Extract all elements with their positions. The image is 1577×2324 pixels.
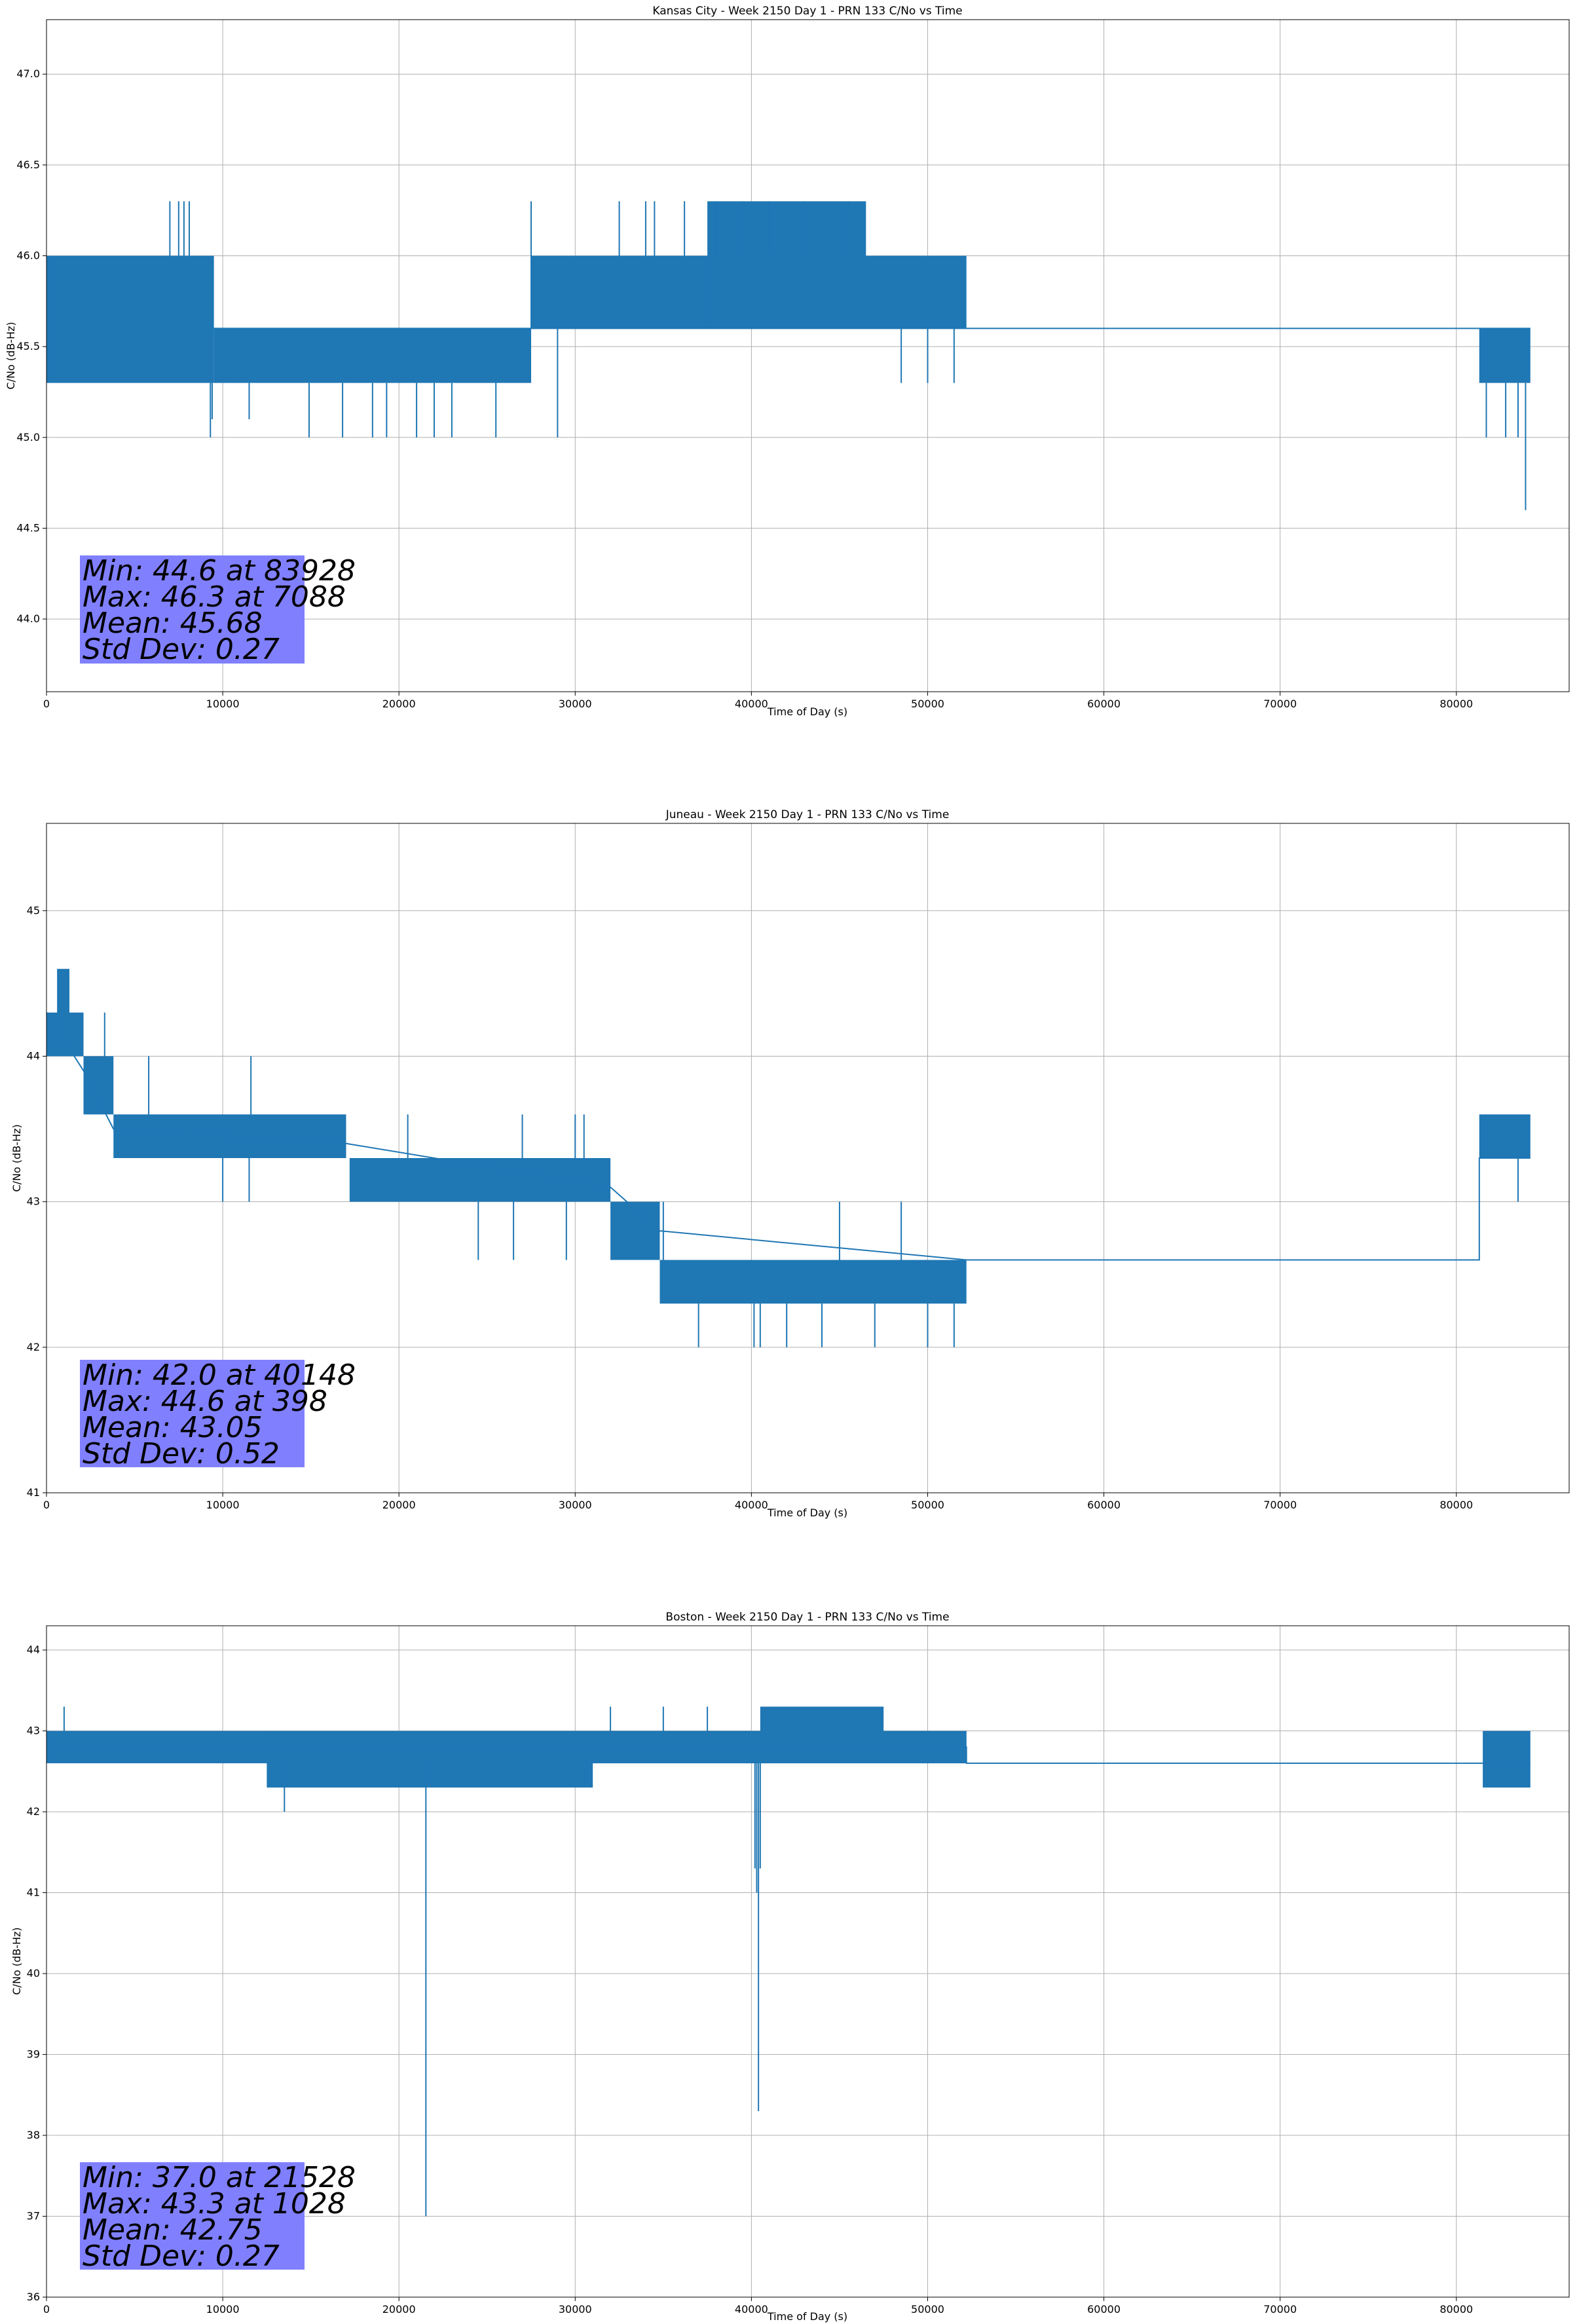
- stats-box: Min: 44.6 at 83928 Max: 46.3 at 7088 Mea…: [80, 554, 356, 666]
- y-tick-label: 45: [27, 904, 40, 916]
- stats-box-background: [80, 1360, 305, 1467]
- x-tick-label: 50000: [911, 2303, 944, 2315]
- x-axis-label: Time of Day (s): [767, 705, 847, 718]
- y-axis-label: C/No (dB-Hz): [10, 1124, 23, 1191]
- y-tick-label: 43: [27, 1725, 40, 1737]
- x-tick-label: 20000: [382, 2303, 416, 2315]
- x-tick-label: 80000: [1439, 698, 1473, 710]
- x-tick-label: 70000: [1263, 1499, 1297, 1511]
- subplot-kansas-city: Kansas City - Week 2150 Day 1 - PRN 133 …: [5, 5, 1570, 718]
- data-band: [1479, 328, 1531, 383]
- data-band: [83, 1056, 114, 1115]
- data-band: [707, 201, 866, 329]
- data-band: [46, 255, 214, 383]
- plot-title: Kansas City - Week 2150 Day 1 - PRN 133 …: [652, 5, 962, 18]
- y-tick-label: 40: [27, 1967, 40, 1979]
- stats-mean: Mean: 42.75: [83, 2213, 263, 2247]
- x-tick-label: 70000: [1263, 698, 1297, 710]
- stats-min: Min: 37.0 at 21528: [83, 2161, 356, 2194]
- plot-frame: [46, 1625, 1570, 2298]
- y-tick-label: 44.5: [16, 521, 40, 534]
- subplot-boston: Boston - Week 2150 Day 1 - PRN 133 C/No …: [10, 1611, 1570, 2323]
- stats-box: Min: 42.0 at 40148 Max: 44.6 at 398 Mean…: [80, 1359, 356, 1471]
- x-tick-label: 60000: [1087, 2303, 1121, 2315]
- subplot-juneau: Juneau - Week 2150 Day 1 - PRN 133 C/No …: [10, 808, 1570, 1519]
- x-tick-label: 60000: [1087, 698, 1121, 710]
- stats-max: Max: 44.6 at 398: [83, 1385, 327, 1418]
- x-tick-label: 0: [43, 698, 50, 710]
- y-tick-label: 42: [27, 1341, 40, 1353]
- y-tick-label: 47.0: [16, 67, 40, 80]
- stats-box-background: [80, 555, 305, 664]
- x-tick-label: 40000: [735, 698, 768, 710]
- x-tick-label: 10000: [206, 1499, 240, 1511]
- data-band: [1483, 1731, 1531, 1788]
- y-tick-label: 44: [27, 1643, 40, 1656]
- x-tick-label: 40000: [735, 2303, 768, 2315]
- y-tick-label: 36: [27, 2291, 40, 2303]
- stats-std: Std Dev: 0.27: [83, 2240, 280, 2273]
- y-tick-label: 46.5: [16, 159, 40, 171]
- x-tick-label: 50000: [911, 1499, 944, 1511]
- y-tick-label: 43: [27, 1195, 40, 1208]
- data-series-line: [46, 1746, 1531, 1764]
- x-axis-label: Time of Day (s): [767, 1507, 847, 1519]
- y-tick-label: 39: [27, 2048, 40, 2061]
- x-tick-label: 80000: [1439, 1499, 1473, 1511]
- x-tick-label: 0: [43, 1499, 50, 1511]
- y-tick-label: 45.0: [16, 431, 40, 443]
- data-band: [1479, 1114, 1531, 1158]
- x-tick-label: 30000: [559, 2303, 592, 2315]
- stats-mean: Mean: 45.68: [83, 607, 263, 640]
- x-tick-label: 10000: [206, 2303, 240, 2315]
- x-tick-label: 30000: [559, 698, 592, 710]
- stats-box: Min: 37.0 at 21528 Max: 43.3 at 1028 Mea…: [80, 2161, 356, 2273]
- data-band: [57, 969, 69, 1057]
- data-band: [610, 1201, 660, 1260]
- y-tick-label: 45.5: [16, 340, 40, 352]
- x-tick-label: 80000: [1439, 2303, 1473, 2315]
- data-series-line: [46, 1012, 1531, 1261]
- x-tick-label: 40000: [735, 1499, 768, 1511]
- data-band: [349, 1158, 611, 1202]
- x-tick-label: 20000: [382, 1499, 416, 1511]
- x-axis-label: Time of Day (s): [767, 2310, 847, 2323]
- y-tick-label: 46.0: [16, 249, 40, 261]
- x-tick-label: 60000: [1087, 1499, 1121, 1511]
- stats-std: Std Dev: 0.52: [83, 1437, 280, 1471]
- x-tick-label: 20000: [382, 698, 416, 710]
- x-tick-label: 30000: [559, 1499, 592, 1511]
- y-tick-label: 44.0: [16, 612, 40, 625]
- data-band: [760, 1706, 884, 1731]
- stats-box-background: [80, 2162, 305, 2270]
- stats-mean: Mean: 43.05: [83, 1411, 263, 1444]
- x-tick-label: 70000: [1263, 2303, 1297, 2315]
- plot-title: Boston - Week 2150 Day 1 - PRN 133 C/No …: [665, 1611, 949, 1624]
- plot-frame: [46, 823, 1570, 1493]
- plot-frame: [46, 19, 1570, 692]
- y-axis-label: C/No (dB-Hz): [5, 322, 17, 389]
- data-band: [213, 328, 532, 383]
- y-tick-label: 44: [27, 1049, 40, 1062]
- data-band: [659, 1260, 967, 1304]
- x-tick-label: 50000: [911, 698, 944, 710]
- y-tick-label: 42: [27, 1805, 40, 1818]
- x-tick-label: 0: [43, 2303, 50, 2315]
- y-tick-label: 37: [27, 2210, 40, 2222]
- data-band: [267, 1731, 593, 1788]
- stats-std: Std Dev: 0.27: [83, 633, 280, 666]
- y-tick-label: 41: [27, 1486, 40, 1499]
- x-tick-label: 10000: [206, 698, 240, 710]
- stats-max: Max: 46.3 at 7088: [83, 580, 346, 614]
- data-band: [69, 1012, 84, 1057]
- stats-max: Max: 43.3 at 1028: [83, 2187, 346, 2221]
- stats-min: Min: 42.0 at 40148: [83, 1359, 356, 1392]
- y-axis-label: C/No (dB-Hz): [10, 1927, 23, 1995]
- y-tick-label: 38: [27, 2129, 40, 2141]
- y-tick-label: 41: [27, 1886, 40, 1899]
- stats-min: Min: 44.6 at 83928: [83, 554, 356, 588]
- plot-title: Juneau - Week 2150 Day 1 - PRN 133 C/No …: [665, 808, 950, 821]
